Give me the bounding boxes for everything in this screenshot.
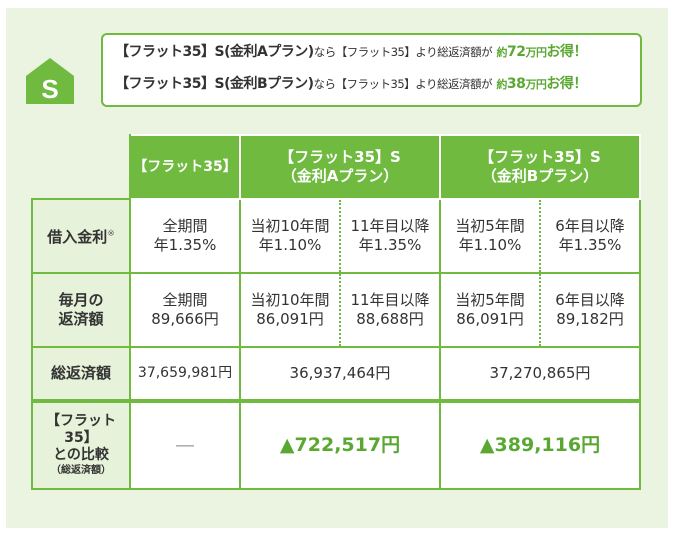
callout-nara: なら	[313, 77, 337, 91]
cell-monthly-b2: 6年目以降 89,182円	[539, 272, 641, 348]
row-header-monthly: 毎月の 返済額	[31, 272, 131, 348]
callout-otoku: お得！	[546, 44, 587, 60]
cell-rate-a2: 11年目以降 年1.35%	[339, 198, 441, 274]
cell-monthly-b1: 当初5年間 86,091円	[439, 272, 541, 348]
callout-ref: 【フラット35】	[335, 45, 416, 59]
cell-text: 全期間	[162, 217, 208, 235]
row-header-rate: 借入金利※	[31, 198, 131, 274]
cell-text: 11年目以降	[350, 217, 430, 235]
callout-mid: より総返済額が	[415, 45, 493, 59]
cell-text: 当初10年間	[250, 217, 330, 235]
header-plan-b-title: 【フラット35】S	[479, 148, 601, 166]
callout-plan-b: 【フラット35】S(金利Bプラン)	[115, 76, 314, 92]
header-plan-a-title: 【フラット35】S	[279, 148, 401, 166]
callout-unit: 万円	[525, 46, 547, 59]
header-flat35: 【フラット35】	[129, 134, 241, 200]
cell-text: 年1.35%	[558, 236, 622, 254]
cell-text: 全期間	[162, 291, 208, 309]
comparison-table: 【フラット35】 【フラット35】S （金利Aプラン） 【フラット35】S （金…	[31, 134, 641, 490]
cell-text: 6年目以降	[555, 291, 625, 309]
cell-total-a: 36,937,464円	[239, 346, 441, 403]
callout-amount-b: 38	[506, 76, 526, 92]
cell-text: 当初10年間	[250, 291, 330, 309]
callout-line-plan-a: 【フラット35】S(金利Aプラン)なら【フラット35】より総返済額が 約72万円…	[115, 41, 587, 61]
header-plan-b: 【フラット35】S （金利Bプラン）	[439, 134, 641, 200]
row-label-monthly-2: 返済額	[58, 310, 104, 328]
callout-nara: なら	[313, 45, 337, 59]
cell-text: 89,666円	[151, 310, 219, 328]
callout-amount-a: 72	[507, 44, 526, 60]
callout-unit: 万円	[525, 78, 547, 91]
cell-text: 11年目以降	[350, 291, 430, 309]
cell-rate-b1: 当初5年間 年1.10%	[439, 198, 541, 274]
callout-line-plan-b: 【フラット35】S(金利Bプラン)なら【フラット35】より総返済額が 約38万円…	[115, 73, 587, 93]
cell-monthly-a2: 11年目以降 88,688円	[339, 272, 441, 348]
cell-compare-flat35: ―	[129, 400, 241, 490]
house-s-icon: S	[26, 58, 74, 104]
header-plan-a: 【フラット35】S （金利Aプラン）	[239, 134, 441, 200]
row-header-total: 総返済額	[31, 346, 131, 403]
callout-otoku: お得！	[546, 76, 587, 92]
cell-text: 年1.10%	[458, 236, 522, 254]
cell-monthly-flat35: 全期間 89,666円	[129, 272, 241, 348]
cell-text: 年1.10%	[258, 236, 322, 254]
cell-total-b: 37,270,865円	[439, 346, 641, 403]
row-label-rate: 借入金利	[47, 228, 108, 246]
cell-rate-b2: 6年目以降 年1.35%	[539, 198, 641, 274]
callout-ref: 【フラット35】	[335, 77, 416, 91]
table-corner	[32, 135, 131, 200]
savings-callout: 【フラット35】S(金利Aプラン)なら【フラット35】より総返済額が 約72万円…	[101, 33, 642, 107]
callout-plan-a: 【フラット35】S(金利Aプラン)	[115, 44, 314, 60]
cell-text: 当初5年間	[455, 291, 525, 309]
cell-text: 88,688円	[356, 310, 424, 328]
cell-text: 86,091円	[456, 310, 524, 328]
row-label-monthly-1: 毎月の	[58, 291, 104, 309]
header-plan-b-sub: （金利Bプラン）	[481, 167, 599, 185]
row-label-compare-2: との比較	[53, 447, 109, 463]
callout-yaku: 約	[496, 46, 508, 59]
row-label-compare-1: 【フラット35】	[46, 413, 116, 446]
cell-compare-a: ▲722,517円	[239, 400, 441, 490]
cell-text: 年1.35%	[358, 236, 422, 254]
cell-text: 当初5年間	[455, 217, 525, 235]
row-label-compare-3: （総返済額）	[51, 465, 111, 476]
row-header-compare: 【フラット35】 との比較 （総返済額）	[31, 400, 131, 490]
callout-yaku: 約	[496, 78, 507, 91]
cell-total-flat35: 37,659,981円	[129, 346, 241, 403]
rate-note-mark: ※	[107, 229, 115, 239]
cell-text: 86,091円	[256, 310, 324, 328]
cell-text: 年1.35%	[153, 236, 217, 254]
cell-rate-flat35: 全期間 年1.35%	[129, 198, 241, 274]
header-plan-a-sub: （金利Aプラン）	[281, 167, 399, 185]
cell-text: 89,182円	[556, 310, 624, 328]
cell-rate-a1: 当初10年間 年1.10%	[239, 198, 341, 274]
cell-text: 6年目以降	[555, 217, 625, 235]
cell-monthly-a1: 当初10年間 86,091円	[239, 272, 341, 348]
badge-letter: S	[41, 74, 58, 104]
callout-mid: より総返済額が	[415, 77, 492, 91]
cell-compare-b: ▲389,116円	[439, 400, 641, 490]
